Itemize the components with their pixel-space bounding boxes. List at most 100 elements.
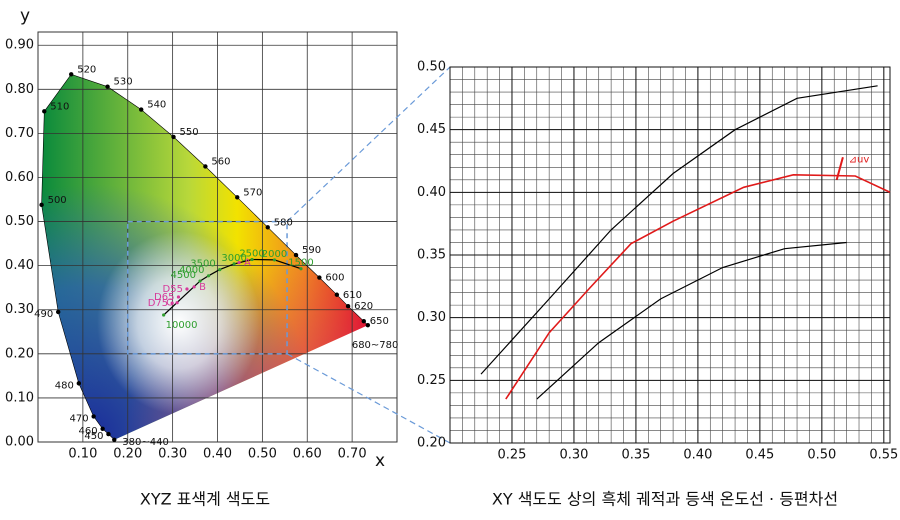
y-tick-label: 0.30 (5, 302, 34, 317)
data-point (112, 437, 117, 442)
point-label: 530 (114, 77, 133, 88)
data-point (39, 202, 44, 208)
point-label: 680~780 (352, 340, 399, 351)
data-point (334, 292, 340, 297)
point-label: 590 (302, 245, 321, 256)
data-point (232, 262, 236, 266)
point-label: 570 (243, 187, 262, 198)
caption: XY 색도도 상의 흑체 궤적과 등색 온도선 · 등편차선 (492, 490, 838, 509)
data-point (106, 431, 111, 437)
point-label: 3500 (190, 259, 215, 270)
point-label: 480 (55, 380, 74, 391)
annotation: ⊿uv (849, 155, 870, 166)
x-tick-label: 0.30 (559, 448, 588, 463)
point-label: 620 (354, 301, 373, 312)
plot-frame (37, 31, 398, 443)
y-axis-label: y (20, 6, 30, 26)
y-tick-label: 0.70 (5, 126, 34, 141)
point-label: D65 (154, 292, 174, 303)
plot-frame (449, 66, 891, 444)
point-label: 500 (48, 195, 67, 206)
y-tick-label: 0.10 (5, 390, 34, 405)
data-point (361, 319, 366, 324)
zoom-connector (286, 353, 451, 444)
y-tick-label: 0.40 (5, 258, 34, 273)
point-label: 450 (84, 431, 103, 442)
data-point (105, 84, 110, 89)
locus-line (163, 258, 302, 316)
data-point (237, 260, 241, 265)
y-tick-label: 0.40 (417, 185, 446, 200)
series-line (480, 85, 878, 375)
point-label: 550 (180, 127, 199, 138)
point-label: 540 (147, 100, 166, 111)
series-line (505, 173, 891, 400)
zoom-connector (286, 66, 451, 223)
point-label: 460 (79, 426, 98, 437)
caption: XYZ 표색계 색도도 (140, 490, 270, 509)
data-point (139, 107, 144, 112)
point-label: 490 (34, 309, 53, 320)
y-tick-label: 0.35 (417, 248, 446, 263)
data-point (176, 295, 181, 299)
point-label: 520 (77, 64, 96, 75)
x-tick-label: 0.50 (807, 448, 836, 463)
data-point (69, 72, 74, 77)
point-label: A (244, 258, 251, 269)
x-tick-label: 0.70 (338, 447, 367, 462)
y-tick-label: 0.00 (5, 435, 34, 450)
data-point (293, 252, 299, 258)
x-axis-label: x (375, 451, 385, 471)
data-point (192, 285, 196, 289)
y-tick-label: 0.60 (5, 170, 34, 185)
x-tick-label: 0.20 (113, 447, 142, 462)
x-tick-label: 0.10 (68, 447, 97, 462)
point-label: 2000 (262, 249, 287, 260)
point-label: 610 (343, 290, 362, 301)
zoom-box (127, 220, 288, 355)
data-point (162, 313, 166, 317)
data-point (206, 274, 211, 278)
x-tick-label: 0.55 (869, 448, 898, 463)
x-tick-label: 0.50 (248, 447, 277, 462)
point-label: 580 (274, 217, 293, 228)
x-tick-label: 0.30 (158, 447, 187, 462)
point-label: 470 (70, 413, 89, 424)
gamut-fill (41, 74, 368, 440)
data-point (185, 287, 189, 291)
y-tick-label: 0.20 (5, 346, 34, 361)
data-point (170, 301, 174, 305)
data-point (250, 257, 254, 262)
point-label: 4000 (179, 265, 204, 276)
point-label: 3000 (221, 253, 246, 264)
series-line (536, 241, 847, 400)
x-tick-label: 0.35 (621, 448, 650, 463)
data-point (265, 225, 270, 230)
data-point (171, 134, 176, 140)
x-tick-label: 0.25 (497, 448, 526, 463)
data-point (76, 381, 82, 386)
annotation-arrow (835, 156, 844, 181)
point-label: B (199, 282, 206, 293)
point-label: 650 (370, 316, 389, 327)
x-tick-label: 0.60 (293, 447, 322, 462)
data-point (317, 275, 322, 280)
data-point (218, 268, 222, 272)
y-tick-label: 0.45 (417, 122, 446, 137)
point-label: 4500 (171, 270, 196, 281)
data-point (91, 414, 96, 419)
y-tick-label: 0.50 (417, 60, 446, 75)
data-point (235, 195, 240, 200)
x-tick-label: 0.45 (745, 448, 774, 463)
data-point (198, 279, 202, 283)
data-point (55, 309, 61, 315)
data-point (299, 267, 303, 271)
x-tick-label: 0.40 (683, 448, 712, 463)
point-label: 380~440 (122, 437, 169, 448)
data-point (100, 426, 105, 431)
y-tick-label: 0.20 (417, 436, 446, 451)
data-point (345, 304, 351, 309)
point-label: 2500 (239, 248, 264, 259)
